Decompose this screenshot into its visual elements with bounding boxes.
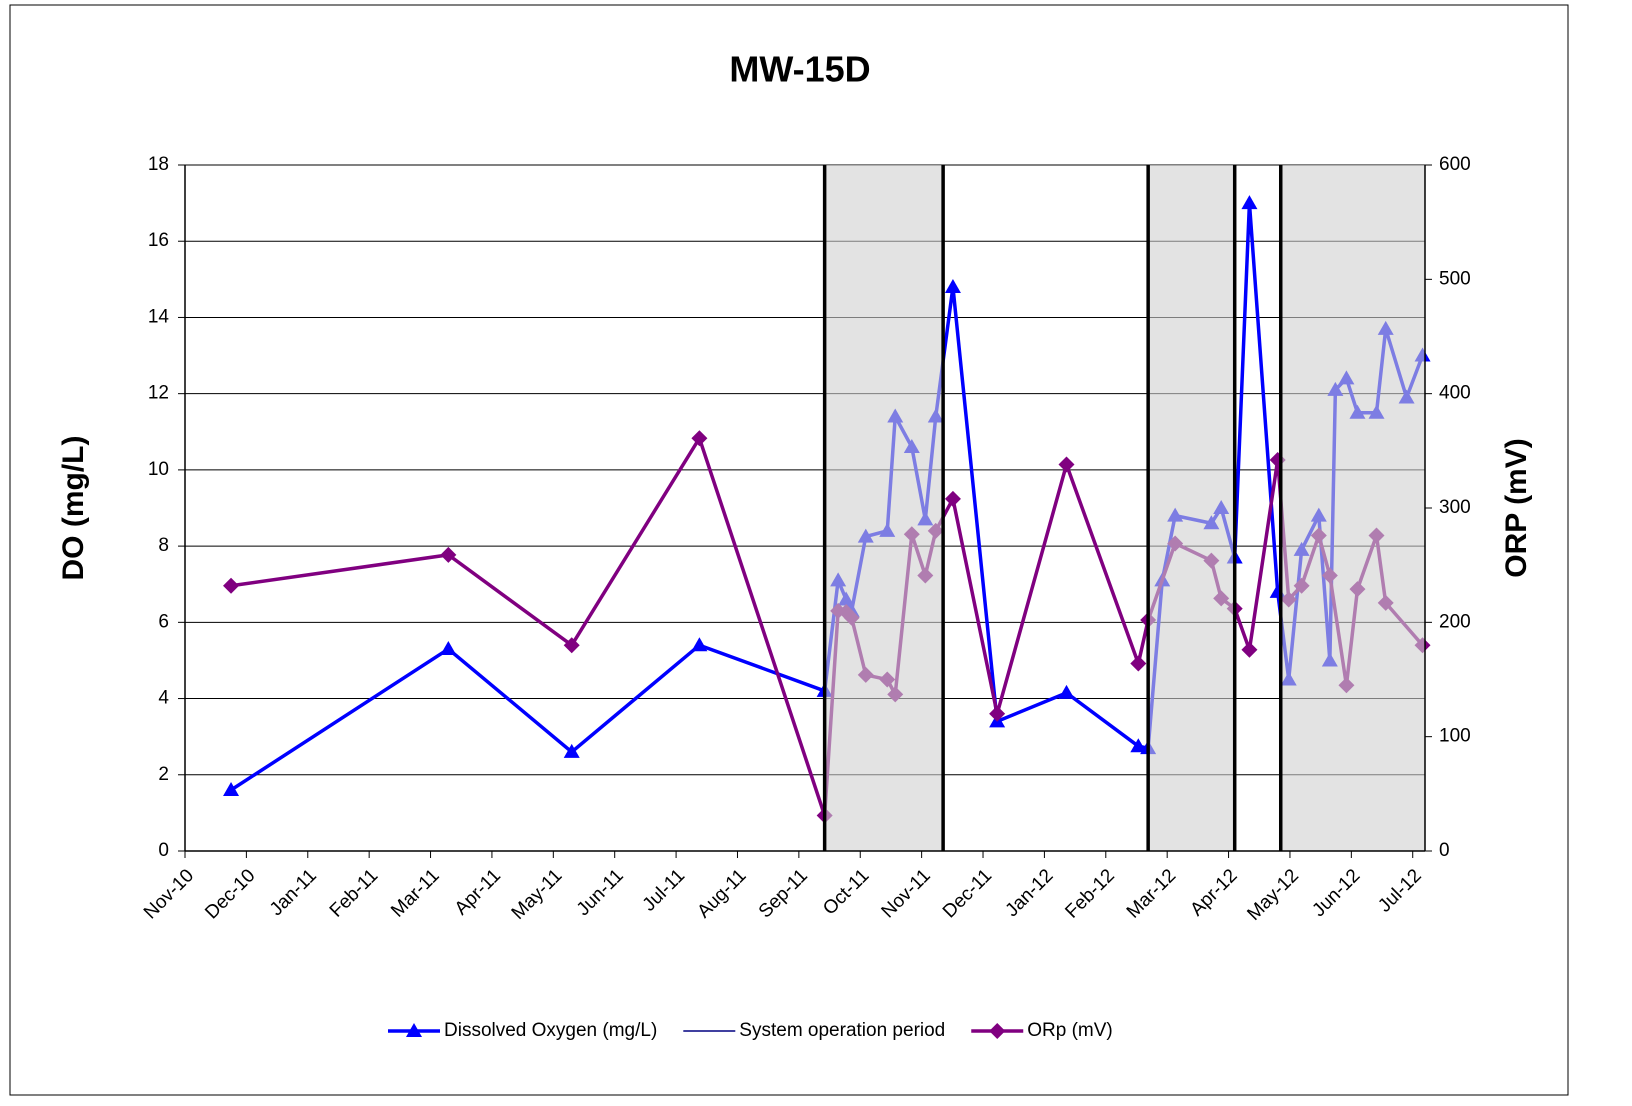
y-tick-label: 16 <box>148 230 169 251</box>
triangle-marker <box>223 782 240 797</box>
y2-axis-label: ORP (mV) <box>1500 438 1533 577</box>
y2-tick-label: 400 <box>1439 383 1471 404</box>
triangle-marker <box>406 1023 422 1037</box>
y-axis-label: DO (mg/L) <box>57 436 90 581</box>
y2-tick-label: 500 <box>1439 268 1471 289</box>
triangle-marker <box>1130 738 1147 753</box>
diamond-marker <box>691 430 708 447</box>
triangle-marker <box>1058 684 1075 699</box>
y2-tick-label: 300 <box>1439 497 1471 518</box>
triangle-marker <box>1241 195 1258 210</box>
y2-tick-label: 600 <box>1439 154 1471 175</box>
legend-item: System operation period <box>683 1020 945 1041</box>
diamond-marker <box>989 705 1006 722</box>
y-tick-label: 10 <box>148 459 169 480</box>
triangle-marker <box>440 641 457 656</box>
legend-label: System operation period <box>739 1020 945 1041</box>
diamond-marker <box>440 546 457 563</box>
y-tick-label: 2 <box>158 764 169 785</box>
operation-shading <box>824 165 944 851</box>
y-tick-label: 14 <box>148 306 170 327</box>
y-tick-label: 4 <box>158 688 169 709</box>
diamond-marker <box>1058 456 1075 473</box>
y2-tick-label: 200 <box>1439 611 1471 632</box>
y-tick-label: 8 <box>158 535 169 556</box>
legend-label: ORp (mV) <box>1027 1020 1113 1041</box>
y2-tick-label: 100 <box>1439 726 1471 747</box>
diamond-marker <box>989 1023 1006 1039</box>
diamond-marker <box>563 637 580 654</box>
y-tick-label: 18 <box>148 154 169 175</box>
diamond-marker <box>223 577 240 594</box>
diamond-marker <box>1241 641 1258 658</box>
diamond-marker <box>1130 655 1147 672</box>
operation-shading <box>1148 165 1235 851</box>
triangle-marker <box>563 743 580 758</box>
diamond-marker <box>944 490 961 507</box>
legend-item: ORp (mV) <box>971 1020 1113 1041</box>
y-tick-label: 0 <box>158 840 169 861</box>
legend-item: Dissolved Oxygen (mg/L) <box>388 1020 657 1041</box>
y-tick-label: 6 <box>158 611 169 632</box>
y-tick-label: 12 <box>148 383 169 404</box>
triangle-marker <box>944 278 961 293</box>
legend-label: Dissolved Oxygen (mg/L) <box>444 1020 657 1041</box>
chart-title: MW-15D <box>729 49 870 90</box>
operation-shading <box>1280 165 1425 851</box>
y2-tick-label: 0 <box>1439 840 1450 861</box>
triangle-marker <box>691 637 708 652</box>
